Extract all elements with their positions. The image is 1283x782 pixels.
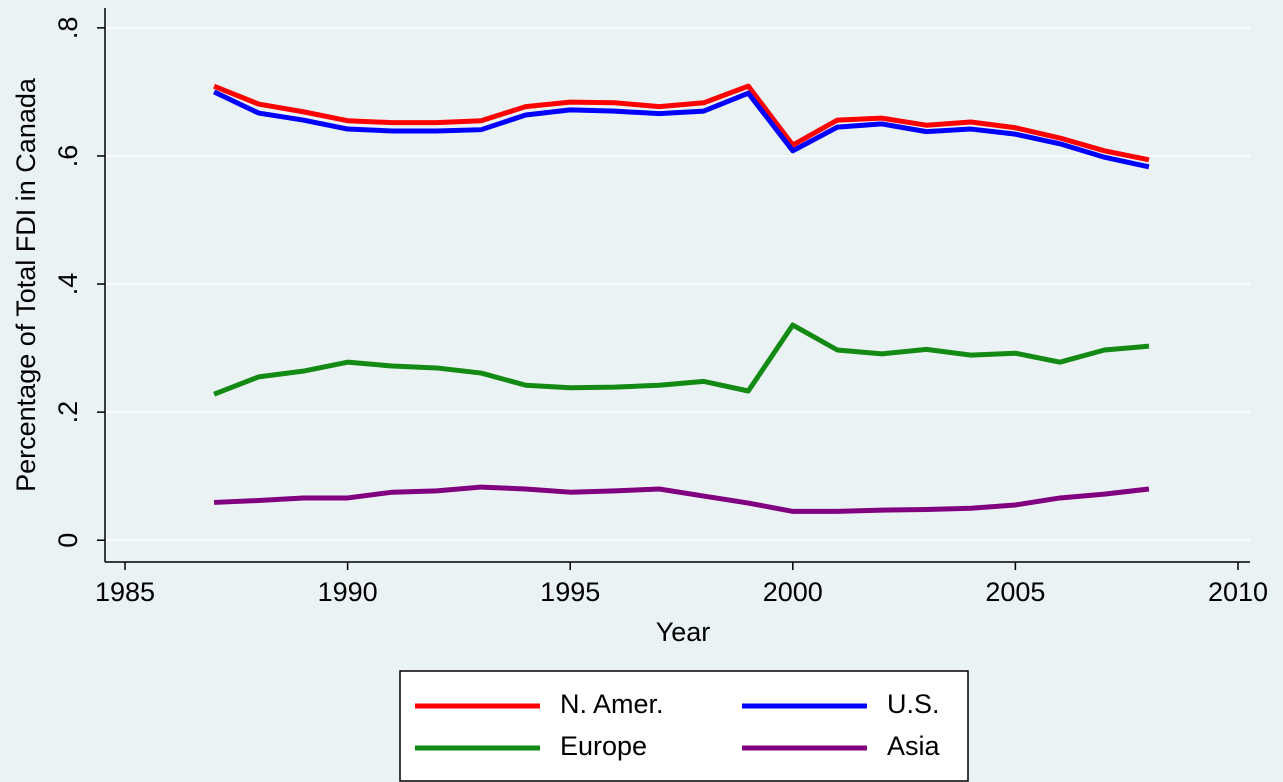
y-tick-label: .6	[53, 145, 83, 168]
y-tick-label: 0	[53, 533, 83, 548]
x-tick-label: 2005	[985, 577, 1045, 607]
series-line	[213, 322, 1150, 397]
x-tick-label: 1995	[540, 577, 600, 607]
x-tick-label: 2000	[763, 577, 823, 607]
series-line	[213, 484, 1150, 514]
x-axis-title: Year	[656, 617, 711, 647]
series-line	[212, 89, 1150, 170]
legend-label: U.S.	[887, 689, 940, 719]
series-line	[213, 83, 1150, 163]
legend-label: N. Amer.	[560, 689, 664, 719]
x-tick-label: 2010	[1208, 577, 1268, 607]
y-axis-title: Percentage of Total FDI in Canada	[11, 77, 41, 492]
legend-label: Europe	[560, 731, 647, 761]
x-tick-label: 1985	[95, 577, 155, 607]
y-tick-label: .4	[53, 273, 83, 296]
legend-box	[399, 670, 969, 782]
x-tick-label: 1990	[318, 577, 378, 607]
y-tick-label: .8	[53, 17, 83, 40]
legend-label: Asia	[887, 731, 941, 761]
y-tick-label: .2	[53, 401, 83, 424]
